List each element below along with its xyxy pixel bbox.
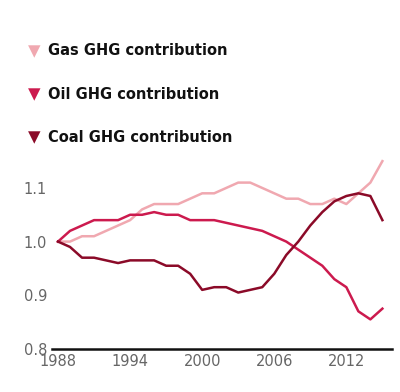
- Text: Gas GHG contribution: Gas GHG contribution: [48, 44, 228, 58]
- Text: Oil GHG contribution: Oil GHG contribution: [48, 87, 219, 102]
- Text: ▾: ▾: [28, 39, 40, 63]
- Text: ▾: ▾: [28, 125, 40, 149]
- Text: ▾: ▾: [28, 82, 40, 106]
- Text: Coal GHG contribution: Coal GHG contribution: [48, 130, 232, 145]
